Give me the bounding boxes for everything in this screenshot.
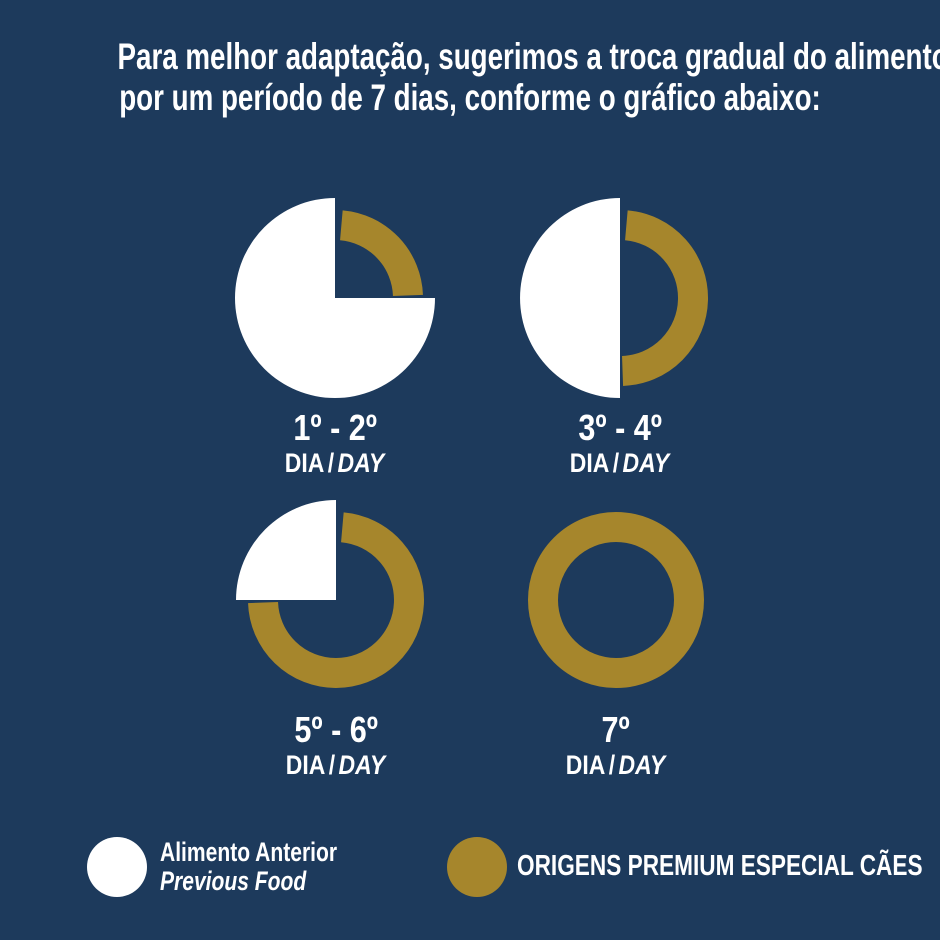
new-food-arc <box>248 512 424 688</box>
pie-chart-day-7: 7º DIA / DAY <box>506 490 726 780</box>
title-line-2: por um período de 7 dias, conforme o grá… <box>119 77 821 118</box>
day-caption: DIA / DAY <box>285 448 385 478</box>
pie-chart-day-1-2: 1º - 2º DIA / DAY <box>225 188 445 478</box>
day-range-label: 1º - 2º <box>293 407 377 448</box>
pie-chart-day-5-6: 5º - 6º DIA / DAY <box>226 490 446 780</box>
day-caption: DIA / DAY <box>286 750 386 780</box>
legend-new-food-label: ORIGENS PREMIUM ESPECIAL CÃES <box>517 850 923 882</box>
day-range-label: 7º <box>601 709 631 750</box>
previous-food-slice <box>235 198 435 398</box>
day-caption: DIA / DAY <box>570 448 670 478</box>
day-range-label: 5º - 6º <box>294 709 378 750</box>
page-title: Para melhor adaptação, sugerimos a troca… <box>0 36 940 118</box>
pie-chart-day-5-6-graphic <box>236 500 424 688</box>
title-line-1: Para melhor adaptação, sugerimos a troca… <box>117 36 940 77</box>
previous-food-slice <box>236 500 336 600</box>
legend-previous-food: Alimento Anterior Previous Food <box>160 838 387 896</box>
new-food-arc <box>339 210 423 297</box>
pie-chart-day-7-graphic <box>528 512 704 688</box>
new-food-ring <box>528 512 704 688</box>
legend-new-food: ORIGENS PREMIUM ESPECIAL CÃES <box>517 852 940 881</box>
previous-food-swatch-icon <box>87 837 147 897</box>
pie-chart-day-3-4-graphic <box>520 198 708 398</box>
pie-chart-day-3-4: 3º - 4º DIA / DAY <box>510 188 730 478</box>
legend-previous-food-local: Alimento Anterior <box>160 837 338 867</box>
new-food-arc <box>621 210 708 386</box>
new-food-swatch-icon <box>447 837 507 897</box>
legend-previous-food-en: Previous Food <box>160 866 307 896</box>
day-caption: DIA / DAY <box>566 750 666 780</box>
day-range-label: 3º - 4º <box>578 407 662 448</box>
pie-chart-day-1-2-graphic <box>235 198 435 398</box>
previous-food-slice <box>520 198 620 398</box>
